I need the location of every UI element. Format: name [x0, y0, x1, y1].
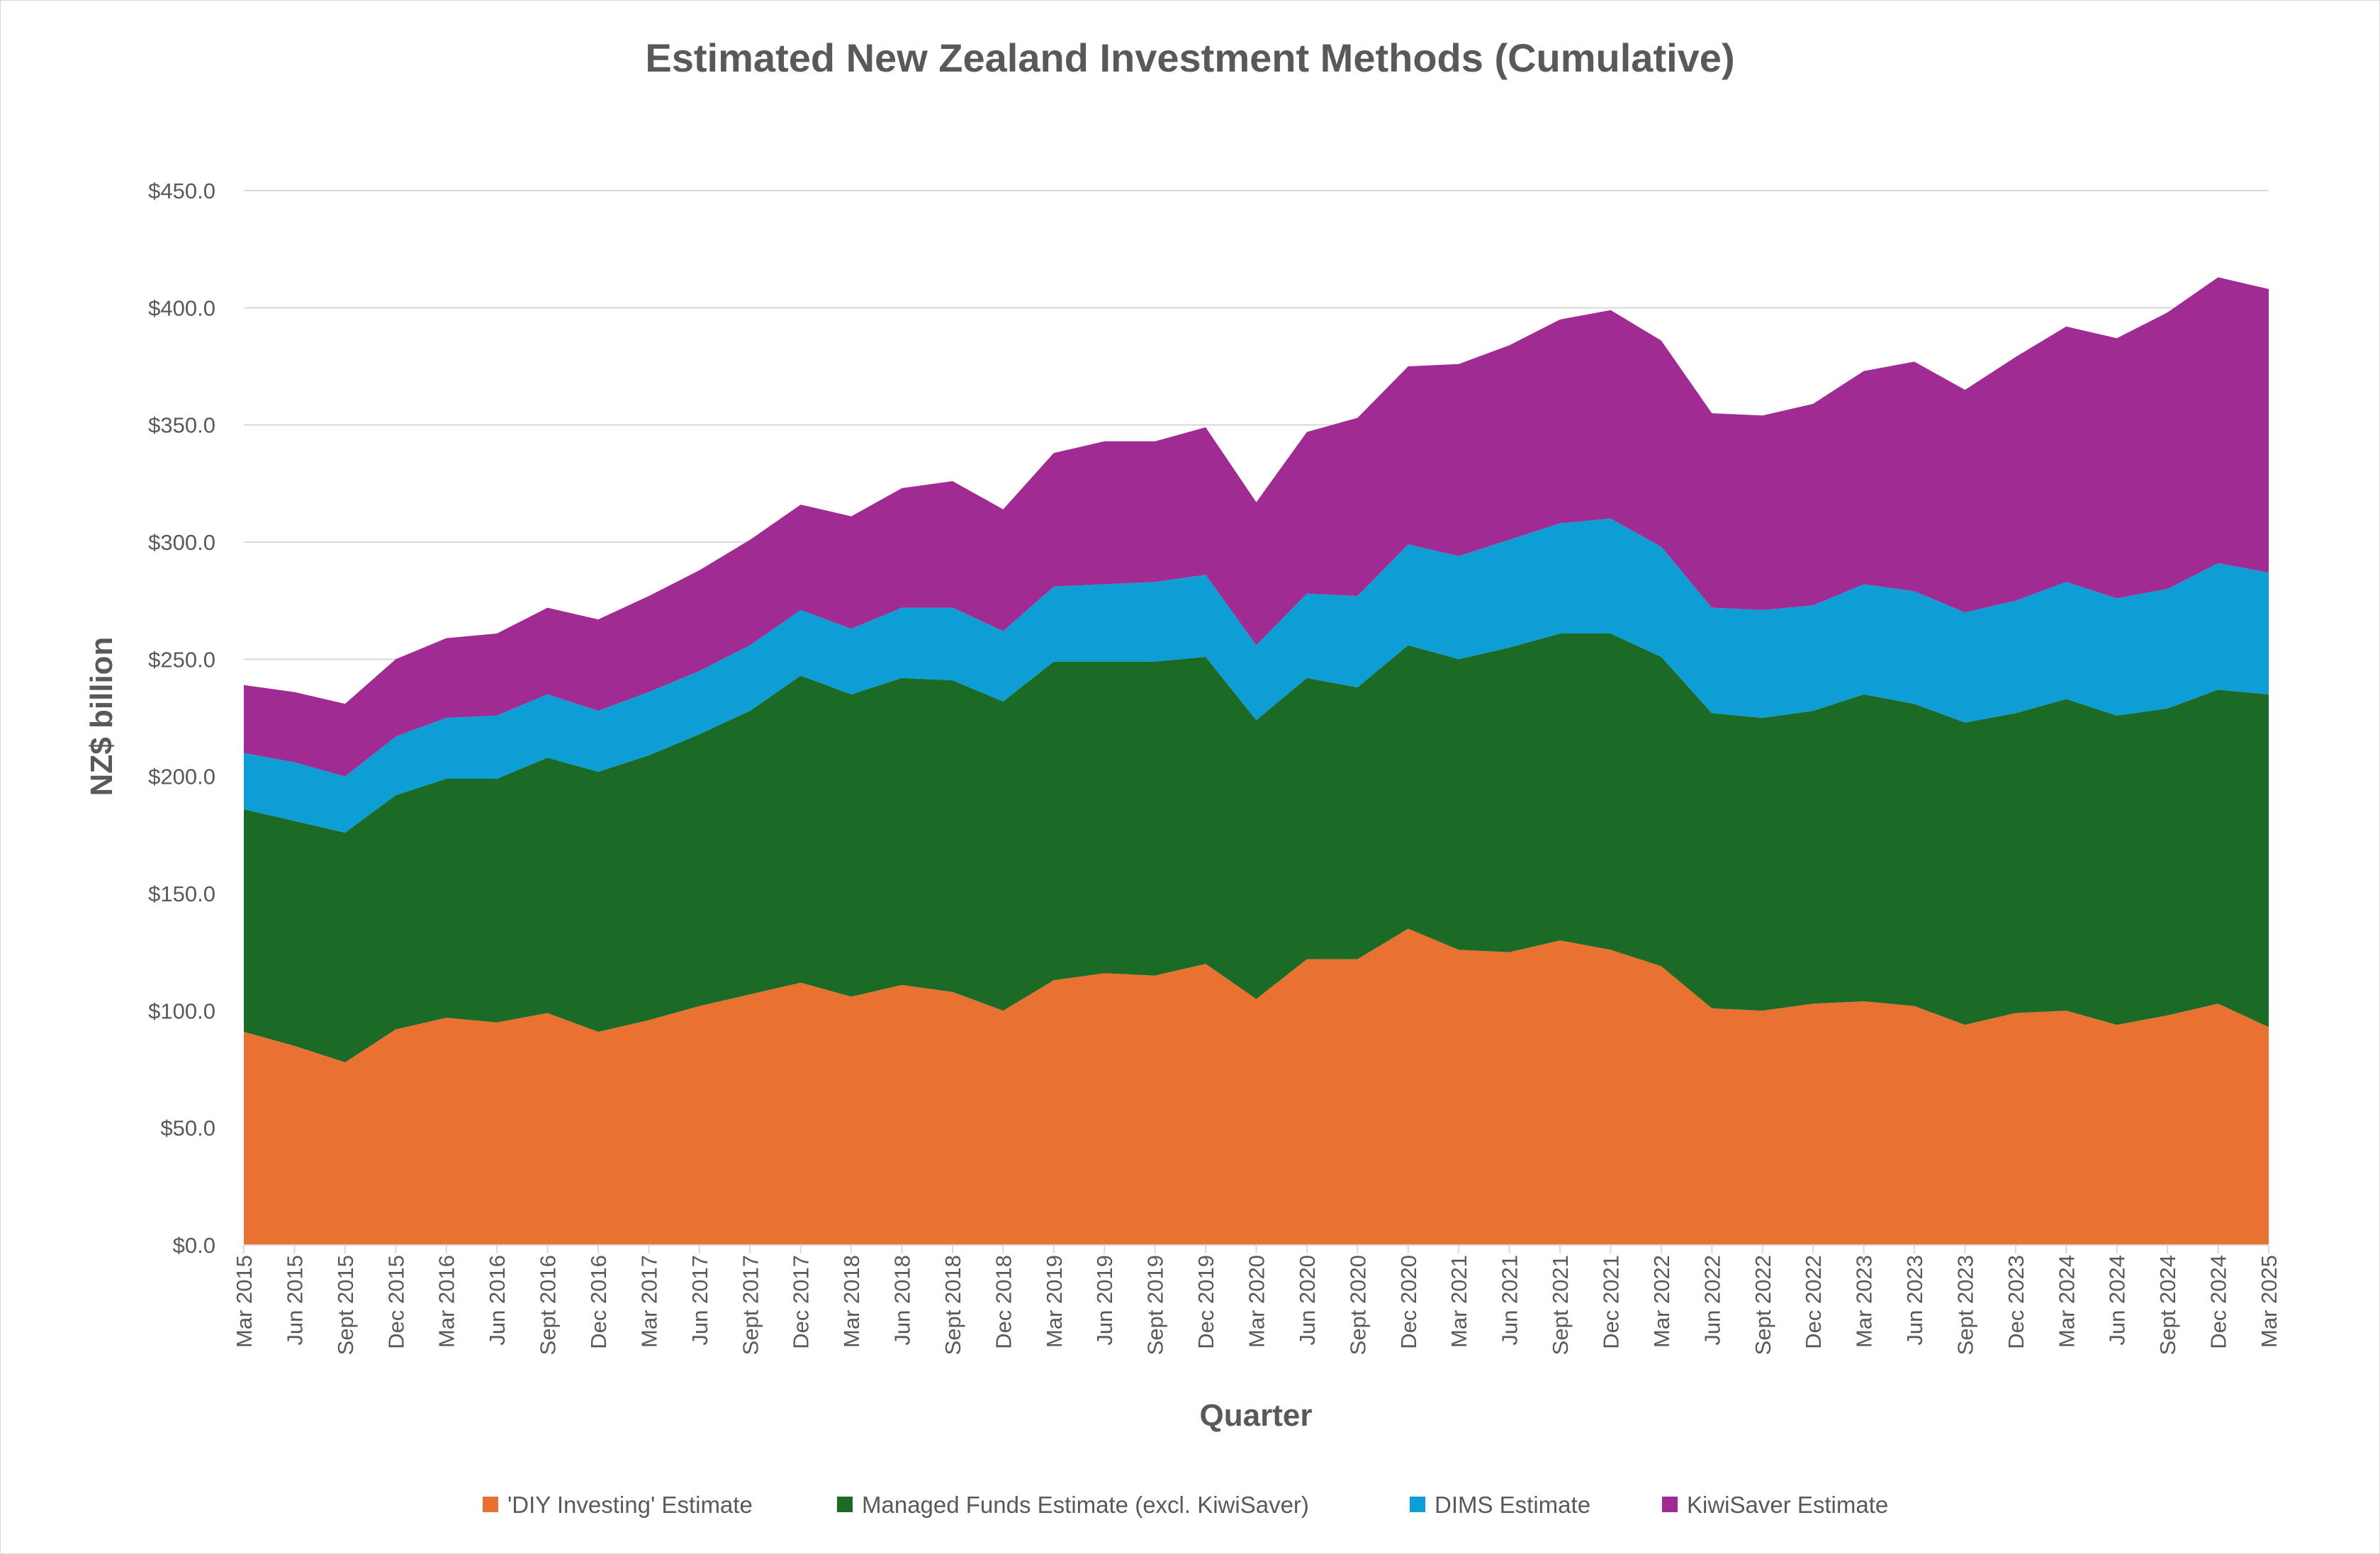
- chart-title: Estimated New Zealand Investment Methods…: [645, 35, 1734, 80]
- x-tick-label: Dec 2024: [2206, 1255, 2231, 1349]
- y-tick-label: $250.0: [148, 647, 215, 672]
- legend-label: DIMS Estimate: [1435, 1492, 1590, 1518]
- legend-kiwisaver: KiwiSaver Estimate: [1662, 1492, 1888, 1518]
- x-tick-label: Sept 2023: [1953, 1255, 1977, 1355]
- x-tick-label: Dec 2015: [383, 1255, 408, 1349]
- x-tick-label: Jun 2023: [1902, 1255, 1927, 1346]
- area-diy-investing: [244, 928, 2269, 1245]
- x-tick-label: Mar 2018: [839, 1255, 864, 1348]
- legend-diy-investing: 'DIY Investing' Estimate: [483, 1492, 753, 1518]
- area-dims: [244, 518, 2269, 833]
- area-managed-funds: [244, 634, 2269, 1063]
- legend-dims: DIMS Estimate: [1410, 1492, 1590, 1518]
- x-tick-label: Sept 2020: [1345, 1255, 1370, 1355]
- legend-label: KiwiSaver Estimate: [1687, 1492, 1888, 1518]
- x-tick-label: Sept 2021: [1548, 1255, 1573, 1355]
- x-tick-label: Jun 2019: [1092, 1255, 1117, 1346]
- x-axis-title: Quarter: [1200, 1398, 1313, 1433]
- x-tick-label: Dec 2021: [1599, 1255, 1624, 1349]
- x-tick-label: Sept 2018: [941, 1255, 965, 1355]
- x-tick-label: Sept 2017: [738, 1255, 763, 1355]
- x-tick-label: Sept 2016: [536, 1255, 561, 1355]
- x-tick-label: Sept 2015: [333, 1255, 358, 1355]
- x-axis-ticks: Mar 2015 Jun 2015 Sept 2015 Dec 2015 Mar 201…: [232, 1245, 2281, 1355]
- x-tick-label: Mar 2024: [2054, 1255, 2079, 1348]
- x-tick-label: Jun 2020: [1295, 1255, 1320, 1346]
- x-tick-label: Dec 2017: [789, 1255, 814, 1349]
- legend-swatch: [483, 1497, 498, 1512]
- x-tick-label: Jun 2016: [485, 1255, 510, 1346]
- x-tick-label: Dec 2020: [1396, 1255, 1421, 1349]
- x-tick-label: Jun 2017: [687, 1255, 712, 1346]
- legend-swatch: [1410, 1497, 1425, 1512]
- x-tick-label: Dec 2022: [1801, 1255, 1826, 1349]
- area-kiwisaver: [244, 277, 2269, 777]
- x-tick-label: Mar 2025: [2257, 1255, 2281, 1348]
- legend-managed-funds: Managed Funds Estimate (excl. KiwiSaver): [837, 1492, 1309, 1518]
- x-tick-label: Sept 2022: [1751, 1255, 1775, 1355]
- legend-swatch: [837, 1497, 853, 1512]
- y-tick-label: $350.0: [148, 413, 215, 438]
- x-tick-label: Mar 2020: [1245, 1255, 1269, 1348]
- x-tick-label: Jun 2018: [890, 1255, 915, 1346]
- x-tick-label: Dec 2019: [1194, 1255, 1218, 1349]
- y-axis-ticks: $0.0 $50.0 $100.0 $150.0 $200.0 $250.0 $300.0 $…: [148, 179, 215, 1258]
- x-tick-label: Jun 2022: [1700, 1255, 1724, 1346]
- x-tick-label: Dec 2023: [2004, 1255, 2028, 1349]
- x-tick-label: Jun 2021: [1498, 1255, 1522, 1346]
- y-axis-title: NZ$ billion: [84, 637, 119, 796]
- x-tick-label: Mar 2023: [1852, 1255, 1877, 1348]
- legend: 'DIY Investing' Estimate Managed Funds Es…: [483, 1492, 1888, 1518]
- x-tick-label: Sept 2024: [2155, 1255, 2180, 1355]
- x-tick-label: Mar 2017: [636, 1255, 661, 1348]
- y-tick-label: $50.0: [160, 1116, 215, 1141]
- x-tick-label: Mar 2015: [232, 1255, 257, 1348]
- y-tick-label: $100.0: [148, 998, 215, 1023]
- y-tick-label: $200.0: [148, 765, 215, 789]
- x-tick-label: Jun 2015: [282, 1255, 307, 1346]
- x-tick-label: Sept 2019: [1143, 1255, 1168, 1355]
- legend-swatch: [1662, 1497, 1678, 1512]
- x-tick-label: Mar 2016: [434, 1255, 459, 1348]
- x-tick-label: Mar 2022: [1649, 1255, 1674, 1348]
- x-tick-label: Jun 2024: [2105, 1255, 2130, 1346]
- x-tick-label: Mar 2021: [1447, 1255, 1471, 1348]
- x-tick-label: Dec 2018: [991, 1255, 1016, 1349]
- y-tick-label: $400.0: [148, 295, 215, 320]
- y-tick-label: $150.0: [148, 882, 215, 906]
- legend-label: Managed Funds Estimate (excl. KiwiSaver): [862, 1492, 1309, 1518]
- legend-label: 'DIY Investing' Estimate: [507, 1492, 753, 1518]
- y-tick-label: $300.0: [148, 530, 215, 555]
- y-tick-label: $0.0: [173, 1233, 215, 1258]
- area-series: [244, 277, 2269, 1245]
- x-tick-label: Dec 2016: [586, 1255, 611, 1349]
- x-tick-label: Mar 2019: [1042, 1255, 1067, 1348]
- y-tick-label: $450.0: [148, 179, 215, 203]
